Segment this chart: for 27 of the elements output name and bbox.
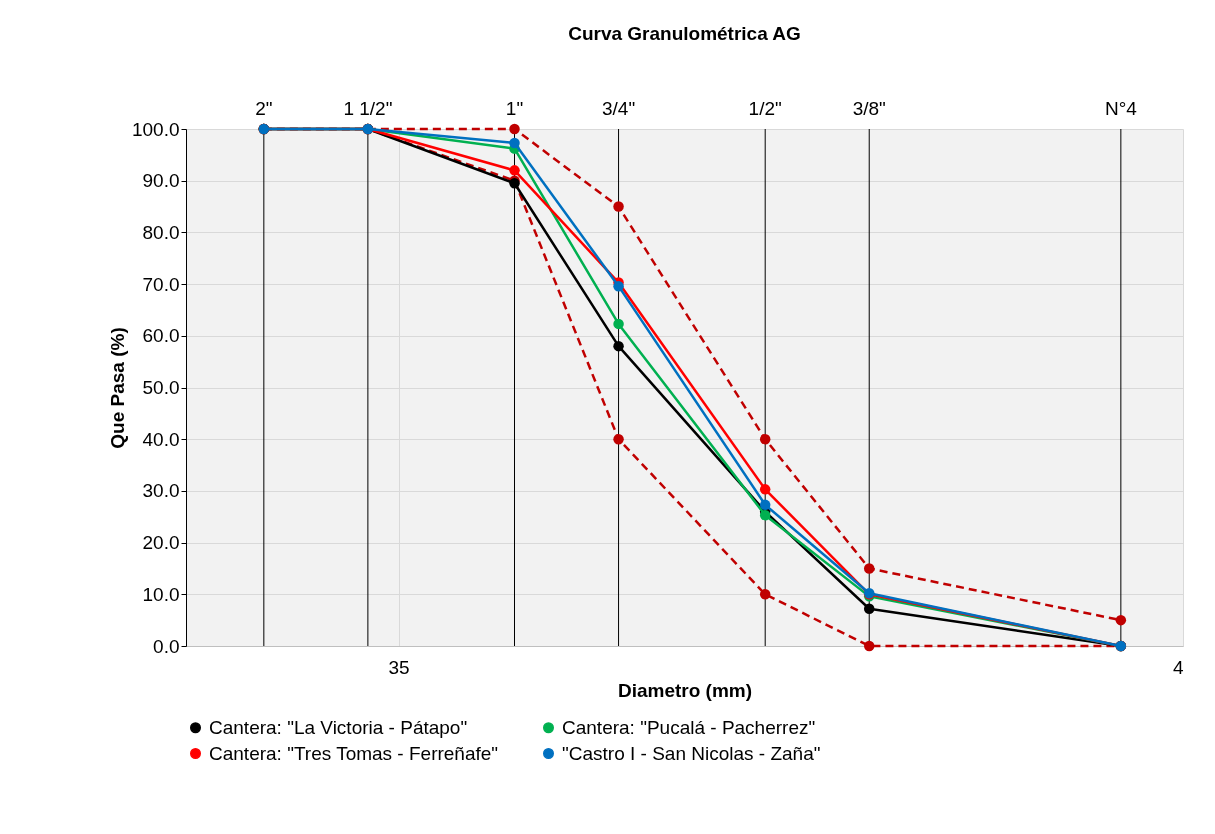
text: 1 1/2" bbox=[343, 98, 393, 119]
text: 2" bbox=[255, 98, 273, 119]
y-tick-label: 40.0 bbox=[142, 428, 180, 450]
y-axis-title: Que Pasa (%) bbox=[106, 327, 128, 449]
x-axis-title: Diametro (mm) bbox=[617, 679, 753, 701]
legend-label: Cantera: "La Victoria - Pátapo" bbox=[209, 716, 468, 738]
x-tick-label: 35 bbox=[388, 656, 410, 678]
y-tick-label: 50.0 bbox=[142, 377, 180, 398]
text: 3/4" bbox=[601, 98, 636, 119]
legend-label: Cantera: "Pucalá - Pacherrez" bbox=[562, 716, 816, 738]
chart-title: Curva Granulométrica AG bbox=[568, 23, 801, 44]
y-tick-label: 100.0 bbox=[131, 118, 180, 140]
y-tick-label: 70.0 bbox=[142, 273, 180, 295]
legend-label: Cantera: "Tres Tomas - Ferreñafe" bbox=[209, 742, 499, 764]
y-tick-label: 90.0 bbox=[142, 170, 180, 192]
legend-label: "Castro I - San Nicolas - Zaña" bbox=[562, 742, 821, 764]
y-tick-label: 10.0 bbox=[142, 583, 180, 605]
y-tick-label: 60.0 bbox=[142, 325, 180, 347]
text: N°4 bbox=[1104, 98, 1138, 119]
x-tick-label: 4 bbox=[1172, 656, 1184, 678]
y-tick-label: 30.0 bbox=[142, 480, 180, 502]
text: 3/8" bbox=[852, 98, 886, 119]
y-tick-label: 20.0 bbox=[142, 532, 180, 554]
y-tick-label: 80.0 bbox=[142, 221, 180, 243]
y-tick-label: 0.0 bbox=[153, 635, 180, 657]
text: 1" bbox=[505, 98, 524, 119]
text: 1/2" bbox=[748, 98, 782, 119]
